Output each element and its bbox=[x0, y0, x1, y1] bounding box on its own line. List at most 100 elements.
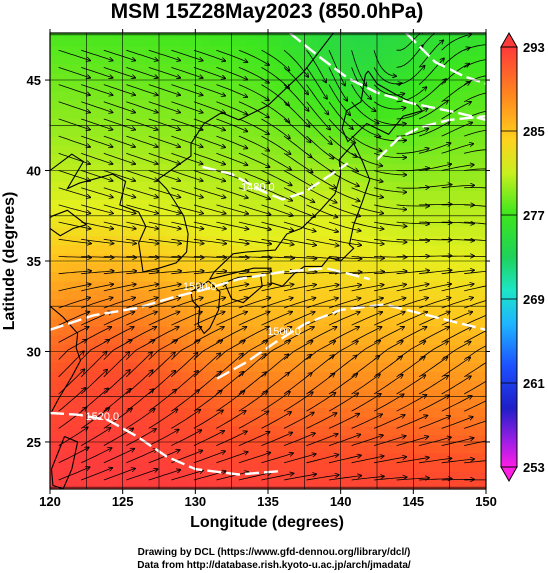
temperature-cell bbox=[398, 145, 407, 155]
temperature-cell bbox=[238, 172, 247, 182]
temperature-cell bbox=[435, 208, 443, 219]
temperature-cell bbox=[377, 181, 385, 191]
temperature-cell bbox=[231, 127, 240, 137]
temperature-cell bbox=[129, 90, 138, 101]
temperature-cell bbox=[398, 335, 407, 345]
temperature-cell bbox=[209, 326, 218, 336]
temperature-cell bbox=[188, 36, 196, 47]
temperature-cell bbox=[79, 317, 87, 327]
temperature-cell bbox=[297, 72, 305, 83]
temperature-cell bbox=[79, 362, 87, 372]
temperature-cell bbox=[478, 434, 486, 445]
temperature-cell bbox=[282, 181, 291, 191]
temperature-cell bbox=[246, 353, 255, 363]
temperature-cell bbox=[93, 226, 102, 237]
temperature-cell bbox=[318, 326, 327, 336]
streamline bbox=[396, 222, 430, 224]
temperature-cell bbox=[406, 136, 414, 146]
temperature-cell bbox=[64, 154, 73, 164]
temperature-cell bbox=[427, 425, 436, 436]
temperature-cell bbox=[50, 208, 58, 219]
temperature-cell bbox=[282, 317, 291, 327]
temperature-cell bbox=[173, 452, 182, 463]
temperature-cell bbox=[246, 199, 255, 210]
temperature-cell bbox=[449, 443, 458, 454]
temperature-cell bbox=[129, 217, 138, 228]
height-contour bbox=[50, 266, 370, 331]
temperature-cell bbox=[449, 118, 458, 128]
temperature-cell bbox=[209, 54, 218, 65]
temperature-cell bbox=[180, 109, 189, 119]
temperature-cell bbox=[333, 362, 342, 372]
temperature-cell bbox=[420, 226, 429, 237]
streamline bbox=[103, 187, 136, 198]
streamline bbox=[103, 449, 135, 464]
temperature-cell bbox=[471, 416, 480, 427]
temperature-cell bbox=[260, 154, 269, 164]
temperature-cell bbox=[151, 380, 160, 390]
temperature-cell bbox=[86, 380, 95, 390]
streamline bbox=[374, 284, 406, 292]
temperature-cell bbox=[231, 461, 240, 472]
streamline bbox=[193, 340, 222, 360]
temperature-cell bbox=[362, 253, 371, 264]
temperature-cell bbox=[478, 262, 486, 273]
temperature-cell bbox=[340, 244, 349, 255]
temperature-cell bbox=[122, 63, 131, 74]
streamline bbox=[103, 170, 135, 181]
temperature-cell bbox=[188, 118, 196, 128]
temperature-cell bbox=[79, 271, 87, 282]
temperature-cell bbox=[202, 443, 211, 454]
temperature-cell bbox=[275, 118, 284, 128]
temperature-cell bbox=[209, 407, 218, 418]
temperature-cell bbox=[355, 145, 364, 155]
temperature-cell bbox=[471, 127, 480, 137]
streamline bbox=[419, 239, 452, 240]
temperature-cell bbox=[420, 154, 429, 164]
temperature-cell bbox=[304, 181, 313, 191]
temperature-cell bbox=[166, 217, 175, 228]
temperature-cell bbox=[369, 127, 378, 137]
temperature-cell bbox=[50, 63, 58, 74]
temperature-cell bbox=[406, 190, 414, 200]
temperature-cell bbox=[449, 63, 458, 74]
temperature-cell bbox=[471, 280, 480, 291]
temperature-cell bbox=[195, 290, 204, 300]
temperature-cell bbox=[340, 480, 349, 489]
temperature-cell bbox=[311, 443, 320, 454]
temperature-cell bbox=[442, 244, 451, 255]
streamline bbox=[148, 170, 181, 181]
streamline bbox=[351, 238, 384, 244]
temperature-cell bbox=[71, 72, 80, 83]
temperature-cell bbox=[71, 172, 80, 182]
temperature-cell bbox=[50, 190, 58, 200]
temperature-cell bbox=[115, 416, 124, 427]
temperature-cell bbox=[369, 136, 378, 146]
streamline bbox=[283, 355, 311, 378]
temperature-cell bbox=[289, 434, 298, 445]
temperature-cell bbox=[442, 154, 451, 164]
temperature-cell bbox=[166, 253, 175, 264]
temperature-cell bbox=[326, 299, 334, 309]
temperature-cell bbox=[129, 100, 138, 110]
temperature-cell bbox=[391, 480, 400, 489]
temperature-cell bbox=[398, 416, 407, 427]
streamline bbox=[441, 417, 473, 429]
temperature-cell bbox=[464, 63, 473, 74]
temperature-cell bbox=[340, 199, 349, 210]
temperature-cell bbox=[260, 317, 269, 327]
temperature-cell bbox=[50, 290, 58, 300]
temperature-cell bbox=[333, 434, 342, 445]
temperature-cell bbox=[464, 407, 473, 418]
temperature-cell bbox=[195, 253, 204, 264]
temperature-cell bbox=[173, 63, 182, 74]
temperature-cell bbox=[166, 317, 175, 327]
temperature-cell bbox=[384, 100, 393, 110]
streamline bbox=[261, 135, 291, 154]
temperature-cell bbox=[231, 199, 240, 210]
temperature-cell bbox=[304, 63, 313, 74]
temperature-cell bbox=[369, 109, 378, 119]
temperature-cell bbox=[144, 434, 153, 445]
temperature-cell bbox=[86, 452, 95, 463]
temperature-cell bbox=[57, 136, 66, 146]
